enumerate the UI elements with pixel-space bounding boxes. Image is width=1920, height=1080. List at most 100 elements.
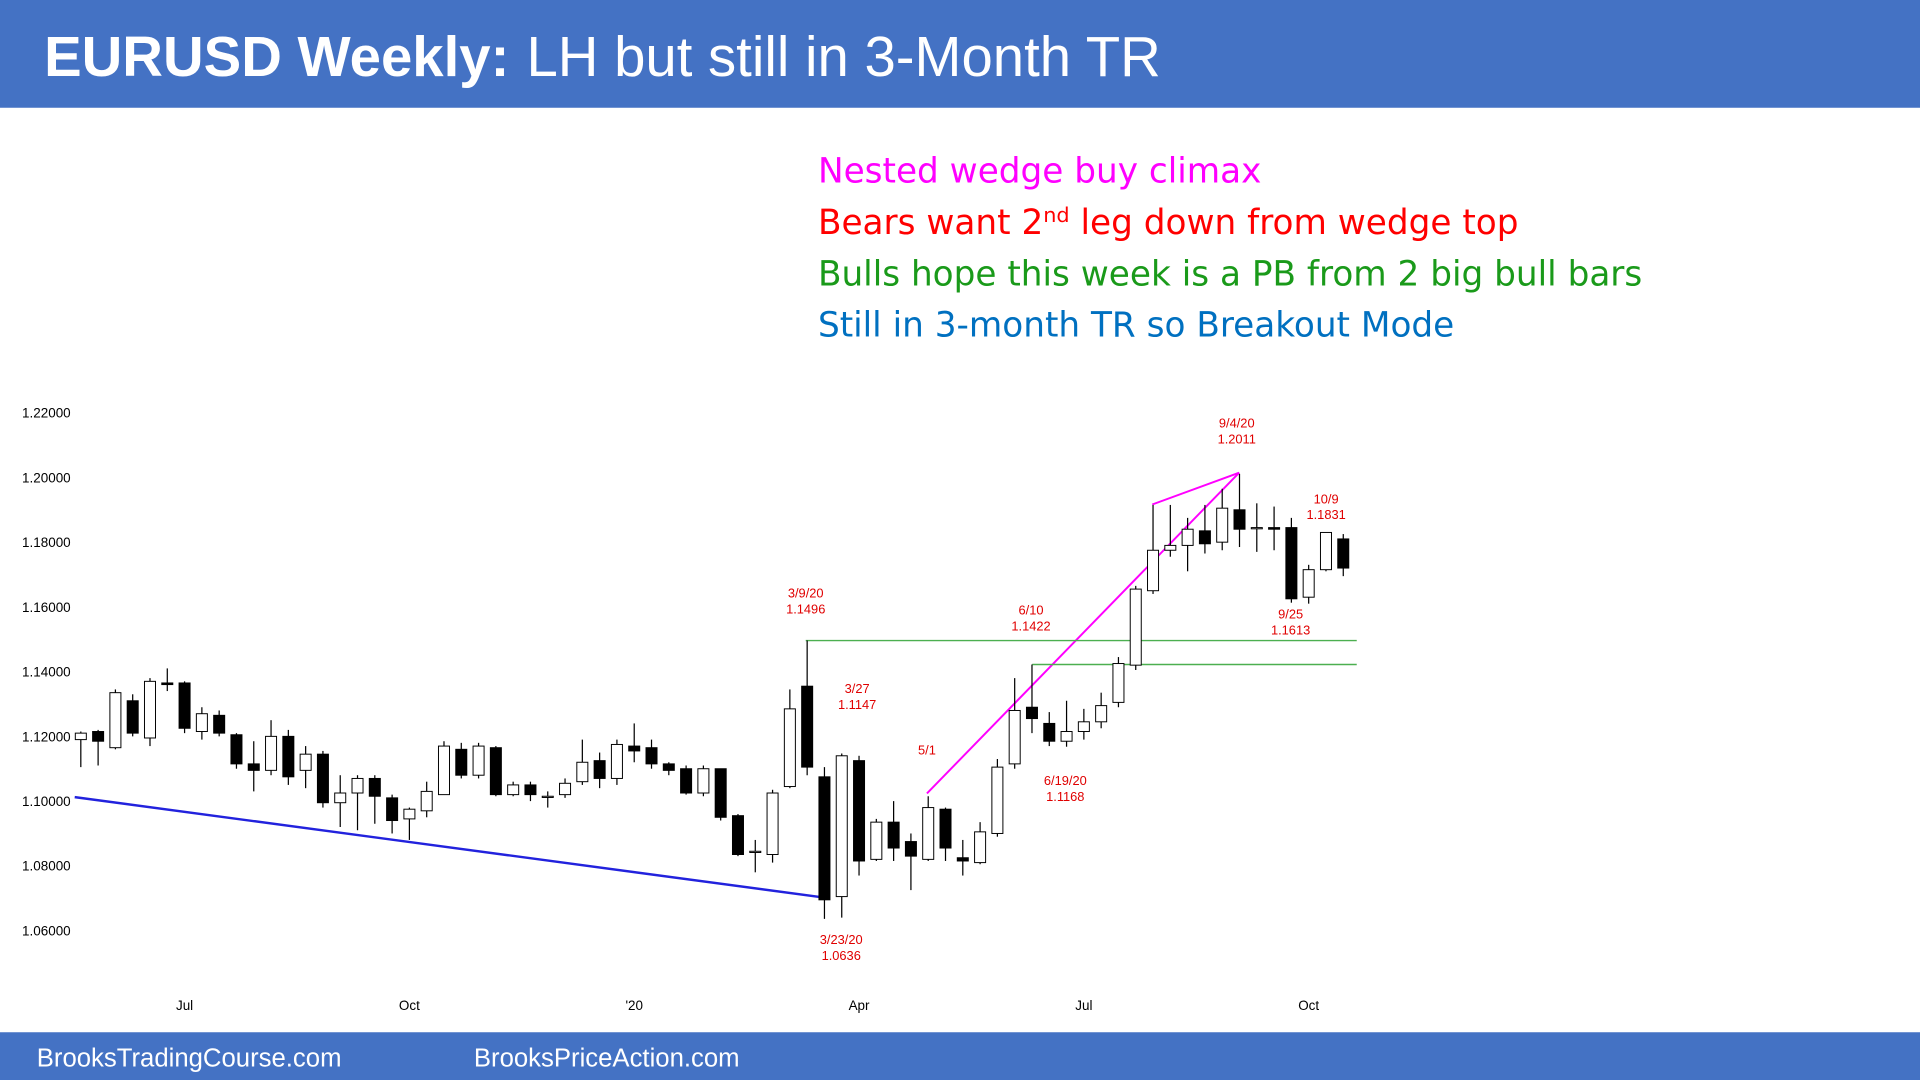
candle-body bbox=[680, 768, 693, 794]
annotation-label: 6/19/20 bbox=[1044, 773, 1087, 788]
candle-body bbox=[749, 850, 762, 853]
candle-body bbox=[437, 745, 450, 796]
y-tick-label: 1.20000 bbox=[22, 470, 71, 485]
candle-body bbox=[991, 766, 1004, 834]
candle-body bbox=[524, 784, 537, 796]
annotation-value: 1.2011 bbox=[1218, 431, 1256, 446]
candle-body bbox=[213, 714, 226, 734]
title-bold: EURUSD Weekly: bbox=[44, 25, 509, 88]
footer-link: BrooksPriceAction.com bbox=[474, 1045, 740, 1073]
title-bar bbox=[0, 0, 1920, 108]
candle-body bbox=[126, 700, 139, 734]
candle-body bbox=[783, 708, 796, 788]
annotation-value: 1.1147 bbox=[838, 697, 876, 712]
candle-body bbox=[299, 753, 312, 771]
candle-body bbox=[610, 743, 623, 779]
candle-body bbox=[1216, 507, 1229, 543]
candle-body bbox=[1337, 538, 1350, 569]
note-text: Nested wedge buy climax bbox=[818, 151, 1261, 191]
candle-body bbox=[92, 731, 105, 742]
candle-body bbox=[334, 792, 347, 804]
candle-body bbox=[316, 753, 329, 804]
candle-body bbox=[1233, 509, 1246, 530]
candle-body bbox=[403, 808, 416, 820]
candle-body bbox=[1025, 706, 1038, 720]
candle-body bbox=[818, 776, 831, 901]
annotation-label: 3/27 bbox=[845, 681, 870, 696]
candle-body bbox=[1198, 530, 1211, 545]
annotation-label: 9/4/20 bbox=[1219, 415, 1255, 430]
note-text: Bears want 2 bbox=[818, 203, 1043, 243]
candle-body bbox=[593, 760, 606, 779]
candle-body bbox=[1319, 531, 1332, 571]
candle-body bbox=[731, 815, 744, 855]
y-tick-label: 1.08000 bbox=[22, 859, 71, 874]
superscript: nd bbox=[1043, 203, 1069, 227]
y-tick-label: 1.10000 bbox=[22, 794, 71, 809]
candle-body bbox=[956, 857, 969, 862]
candle-body bbox=[386, 797, 399, 822]
candle-body bbox=[801, 685, 814, 768]
x-tick-label: Jul bbox=[1075, 998, 1092, 1013]
candle-body bbox=[247, 763, 260, 771]
y-tick-label: 1.16000 bbox=[22, 600, 71, 615]
note: Bulls hope this week is a PB from 2 big … bbox=[818, 254, 1642, 294]
y-tick-label: 1.14000 bbox=[22, 665, 71, 680]
annotation-label: 9/25 bbox=[1278, 606, 1303, 621]
candle-body bbox=[870, 821, 883, 860]
candle-body bbox=[662, 763, 675, 771]
candle-body bbox=[645, 747, 658, 765]
candle-body bbox=[1043, 722, 1056, 742]
note: Still in 3-month TR so Breakout Mode bbox=[818, 306, 1454, 346]
y-tick-label: 1.18000 bbox=[22, 535, 71, 550]
notes: Nested wedge buy climax Bears want 2nd le… bbox=[818, 151, 1642, 345]
annotation-value: 1.0636 bbox=[822, 948, 861, 963]
note: Bears want 2nd leg down from wedge top bbox=[818, 203, 1519, 243]
candle-body bbox=[472, 745, 485, 776]
annotation-value: 1.1496 bbox=[786, 601, 825, 616]
footer-bar bbox=[0, 1032, 1920, 1080]
title: EURUSD Weekly: LH but still in 3-Month TR bbox=[44, 25, 1161, 88]
x-tick-label: Apr bbox=[849, 998, 870, 1013]
title-regular: LH but still in 3-Month TR bbox=[526, 25, 1160, 88]
candle-body bbox=[420, 790, 433, 812]
note-text: Bulls hope this week is a PB from 2 big … bbox=[818, 254, 1642, 294]
candle-body bbox=[455, 748, 468, 776]
candle-body bbox=[922, 807, 935, 860]
candle-body bbox=[1268, 527, 1281, 530]
candle-body bbox=[195, 713, 208, 733]
candle-body bbox=[1112, 663, 1125, 703]
candle-body bbox=[1302, 569, 1315, 598]
annotation-label: 10/9 bbox=[1314, 491, 1339, 506]
candle-body bbox=[1129, 588, 1142, 666]
chart: 1.06000 1.08000 1.10000 1.12000 1.14000 1.160… bbox=[22, 406, 1357, 1013]
annotation-label: 5/1 bbox=[918, 742, 936, 757]
candle-body bbox=[904, 841, 917, 857]
candle-body bbox=[143, 680, 156, 739]
candle-body bbox=[887, 821, 900, 849]
candle-body bbox=[697, 768, 710, 794]
candle-body bbox=[282, 735, 295, 778]
candle-body bbox=[628, 745, 641, 752]
candle-body bbox=[1008, 709, 1021, 765]
y-tick-label: 1.22000 bbox=[22, 406, 71, 421]
footer-link: BrooksTradingCourse.com bbox=[37, 1045, 342, 1073]
candle-body bbox=[265, 735, 278, 771]
candle-body bbox=[835, 755, 848, 898]
candle-body bbox=[1060, 731, 1073, 742]
candle-body bbox=[1077, 721, 1090, 733]
candle-body bbox=[559, 782, 572, 796]
annotation-value: 1.1831 bbox=[1306, 507, 1345, 522]
annotation-label: 3/9/20 bbox=[788, 586, 824, 601]
wedge-line bbox=[1151, 471, 1240, 506]
note-text: leg down from wedge top bbox=[1070, 203, 1519, 243]
annotation-label: 6/10 bbox=[1019, 603, 1044, 618]
candle-body bbox=[1095, 705, 1108, 723]
annotation-value: 1.1168 bbox=[1046, 789, 1084, 804]
candle-body bbox=[230, 734, 243, 765]
candle-body bbox=[714, 768, 727, 818]
candle-body bbox=[489, 747, 502, 796]
candle-body bbox=[1250, 527, 1263, 530]
